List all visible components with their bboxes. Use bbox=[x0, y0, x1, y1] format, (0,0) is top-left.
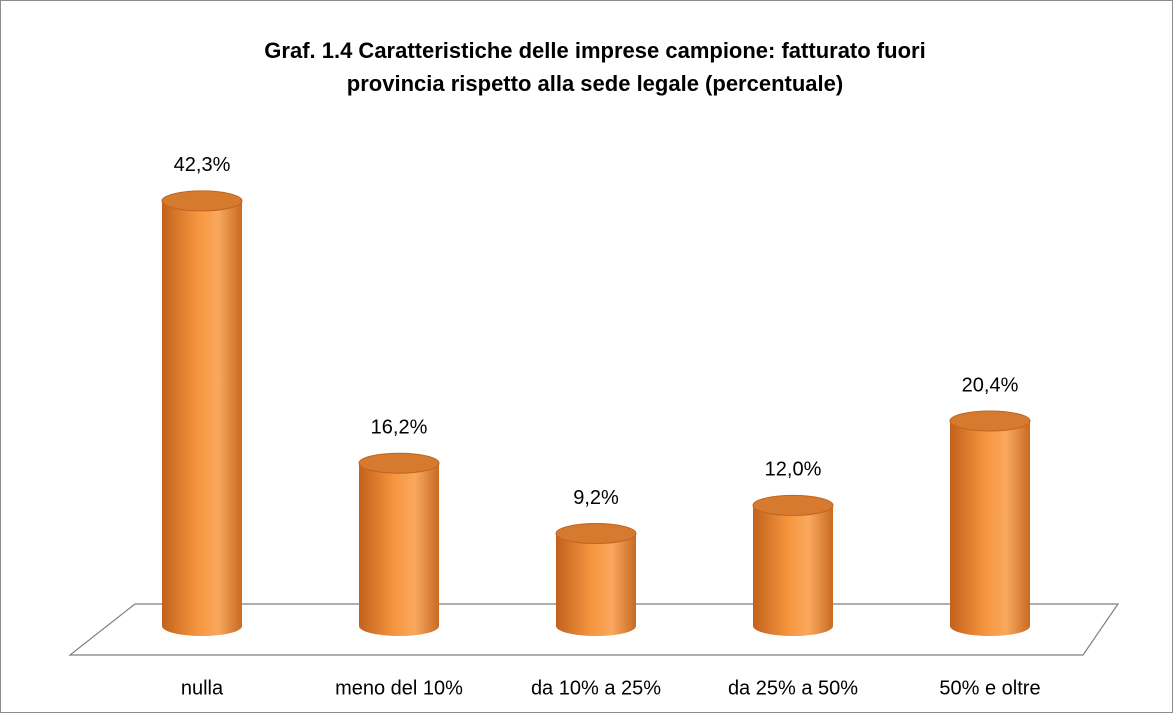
bar-top bbox=[949, 410, 1031, 432]
bar bbox=[950, 420, 1030, 636]
value-label: 42,3% bbox=[174, 154, 231, 176]
x-tick-label: da 10% a 25% bbox=[531, 677, 661, 699]
chart-title: Graf. 1.4 Caratteristiche delle imprese … bbox=[264, 38, 925, 63]
x-tick-label: da 25% a 50% bbox=[728, 677, 858, 699]
bar bbox=[359, 463, 439, 636]
x-tick-label: nulla bbox=[181, 677, 224, 699]
chart-subtitle: provincia rispetto alla sede legale (per… bbox=[347, 71, 843, 96]
value-label: 16,2% bbox=[371, 416, 428, 438]
value-label: 20,4% bbox=[962, 374, 1019, 396]
bar-top bbox=[555, 523, 637, 545]
bar-top bbox=[161, 190, 243, 212]
bar bbox=[753, 505, 833, 636]
value-label: 9,2% bbox=[573, 487, 619, 509]
bar bbox=[556, 533, 636, 636]
value-label: 12,0% bbox=[765, 459, 822, 481]
bar-top bbox=[358, 452, 440, 474]
bar bbox=[162, 200, 242, 636]
x-tick-label: 50% e oltre bbox=[939, 677, 1040, 699]
x-tick-label: meno del 10% bbox=[335, 677, 463, 699]
bar-top bbox=[752, 494, 834, 516]
